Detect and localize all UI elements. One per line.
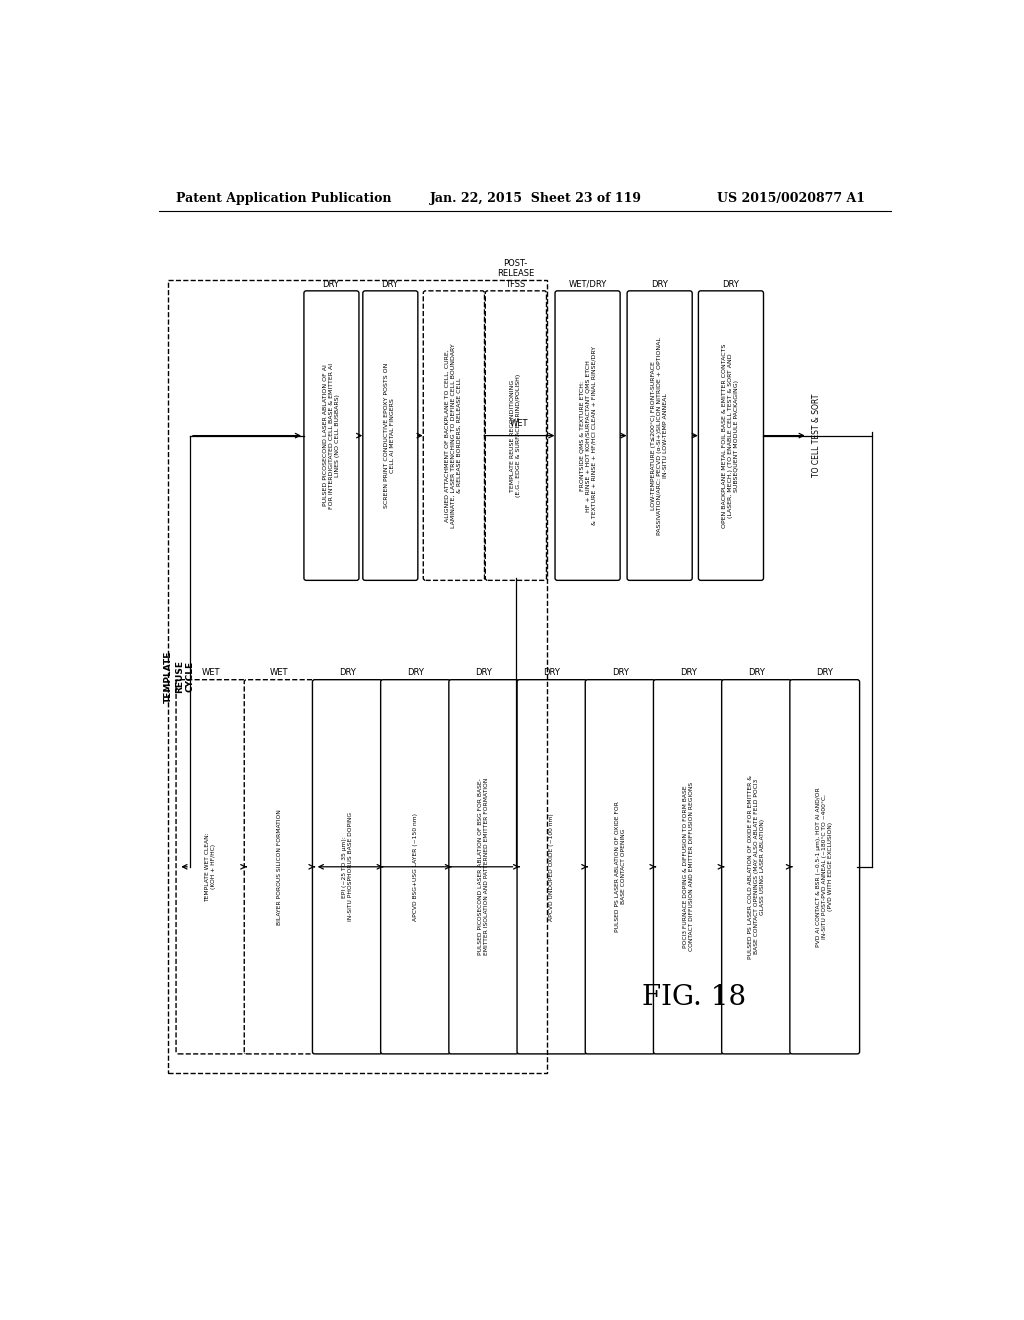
Text: BILAYER POROUS SILICON FORMATION: BILAYER POROUS SILICON FORMATION bbox=[276, 809, 282, 925]
Text: WET: WET bbox=[510, 418, 528, 428]
FancyBboxPatch shape bbox=[517, 680, 587, 1053]
Text: WET: WET bbox=[270, 668, 289, 677]
FancyBboxPatch shape bbox=[423, 290, 484, 581]
FancyBboxPatch shape bbox=[176, 680, 246, 1053]
FancyBboxPatch shape bbox=[627, 290, 692, 581]
Text: POST-
RELEASE
TFSS: POST- RELEASE TFSS bbox=[497, 259, 535, 289]
FancyBboxPatch shape bbox=[485, 290, 547, 581]
FancyBboxPatch shape bbox=[312, 680, 382, 1053]
Text: Patent Application Publication: Patent Application Publication bbox=[176, 191, 391, 205]
Text: DRY: DRY bbox=[816, 668, 834, 677]
Text: US 2015/0020877 A1: US 2015/0020877 A1 bbox=[717, 191, 865, 205]
Text: DRY: DRY bbox=[323, 280, 340, 289]
FancyBboxPatch shape bbox=[304, 290, 359, 581]
Text: PULSED PS LASER COLD ABLATION OF OXIDE FOR EMITTER &
BASE CONTACT OPENINGS (MAY : PULSED PS LASER COLD ABLATION OF OXIDE F… bbox=[749, 775, 765, 958]
FancyBboxPatch shape bbox=[586, 680, 655, 1053]
Text: TEMPLATE WET CLEAN:
(KOH + HF/HC): TEMPLATE WET CLEAN: (KOH + HF/HC) bbox=[206, 832, 216, 902]
Text: APCVD UNDOPED OXIDE (~100 nm): APCVD UNDOPED OXIDE (~100 nm) bbox=[550, 813, 554, 920]
FancyBboxPatch shape bbox=[790, 680, 859, 1053]
FancyBboxPatch shape bbox=[555, 290, 621, 581]
Text: DRY: DRY bbox=[475, 668, 493, 677]
Text: DRY: DRY bbox=[651, 280, 668, 289]
Text: FRONTSIDE QMS & TEXTURE ETCH:
HF + RINSE + HOT KOH/SURFACTANT QMS ETCH
& TEXTURE: FRONTSIDE QMS & TEXTURE ETCH: HF + RINSE… bbox=[580, 346, 596, 525]
Text: DRY: DRY bbox=[544, 668, 560, 677]
Text: DRY: DRY bbox=[382, 280, 398, 289]
Text: PVD Al CONTACT & BSR (~0.5-1 μm), HOT Al AND/OR
IN-SITU POST-PVD ANNEAL (~180°C : PVD Al CONTACT & BSR (~0.5-1 μm), HOT Al… bbox=[816, 787, 834, 946]
FancyBboxPatch shape bbox=[449, 680, 518, 1053]
Text: DRY: DRY bbox=[723, 280, 739, 289]
Text: DRY: DRY bbox=[339, 668, 355, 677]
FancyBboxPatch shape bbox=[245, 680, 314, 1053]
FancyBboxPatch shape bbox=[698, 290, 764, 581]
Text: DRY: DRY bbox=[749, 668, 765, 677]
Text: SCREEN PRINT CONDUCTIVE EPOXY POSTS ON
CELL Al METAL FINGERS: SCREEN PRINT CONDUCTIVE EPOXY POSTS ON C… bbox=[384, 363, 395, 508]
FancyBboxPatch shape bbox=[722, 680, 792, 1053]
Text: DRY: DRY bbox=[611, 668, 629, 677]
FancyBboxPatch shape bbox=[381, 680, 451, 1053]
Text: PULSED PICOSECOND LASER ABLATION OF Al
FOR INTERDIGITATED CELL BASE & EMITTER Al: PULSED PICOSECOND LASER ABLATION OF Al F… bbox=[323, 363, 340, 508]
Text: TEMPLATE
REUSE
CYCLE: TEMPLATE REUSE CYCLE bbox=[164, 651, 195, 702]
Text: EPI (~25 TO 35 μm):
IN-SITU PHOSPHORUS BASE DOPING: EPI (~25 TO 35 μm): IN-SITU PHOSPHORUS B… bbox=[342, 812, 352, 921]
Text: PULSED PICOSECOND LASER ABLATION OF BSG FOR BASE-
EMITTER ISOLATION AND PATTERNE: PULSED PICOSECOND LASER ABLATION OF BSG … bbox=[478, 779, 489, 956]
Text: TEMPLATE REUSE RECONDITIONING
(E.G., EDGE & SURFACE GRIND/POLISH): TEMPLATE REUSE RECONDITIONING (E.G., EDG… bbox=[510, 374, 521, 498]
Text: WET: WET bbox=[202, 668, 220, 677]
Text: APCVD BSG+USG LAYER (~150 nm): APCVD BSG+USG LAYER (~150 nm) bbox=[413, 813, 418, 921]
Text: TO CELL TEST & SORT: TO CELL TEST & SORT bbox=[812, 393, 820, 478]
FancyBboxPatch shape bbox=[362, 290, 418, 581]
Text: DRY: DRY bbox=[408, 668, 424, 677]
Text: DRY: DRY bbox=[680, 668, 696, 677]
Text: WET/DRY: WET/DRY bbox=[568, 280, 606, 289]
Text: Jan. 22, 2015  Sheet 23 of 119: Jan. 22, 2015 Sheet 23 of 119 bbox=[430, 191, 642, 205]
Text: OPEN BACKPLANE METAL FOIL BASE & EMITTER CONTACTS
(LASER, MECH.) (TO ENABLE CELL: OPEN BACKPLANE METAL FOIL BASE & EMITTER… bbox=[723, 343, 739, 528]
Text: LOW-TEMPERATURE (T≤200°C) FRONT-SURFACE
PASSIVATION/ARC: PECVD (α-Si+)SILICON NI: LOW-TEMPERATURE (T≤200°C) FRONT-SURFACE … bbox=[651, 337, 668, 535]
Text: FIG. 18: FIG. 18 bbox=[642, 985, 745, 1011]
Text: PULSED PS LASER ABLATION OF OXIDE FOR
BASE CONTACT OPENING: PULSED PS LASER ABLATION OF OXIDE FOR BA… bbox=[614, 801, 626, 932]
Text: ALIGNED ATTACHMENT OF BACKPLANE TO CELL, CURE,
LAMINATE, LASER TRENCHING TO DEFI: ALIGNED ATTACHMENT OF BACKPLANE TO CELL,… bbox=[445, 343, 462, 528]
FancyBboxPatch shape bbox=[653, 680, 723, 1053]
Text: POCl3 FURNACE DOPING & DIFFUSION TO FORM BASE
CONTACT DIFFUSION AND EMITTER DIFF: POCl3 FURNACE DOPING & DIFFUSION TO FORM… bbox=[683, 783, 693, 952]
